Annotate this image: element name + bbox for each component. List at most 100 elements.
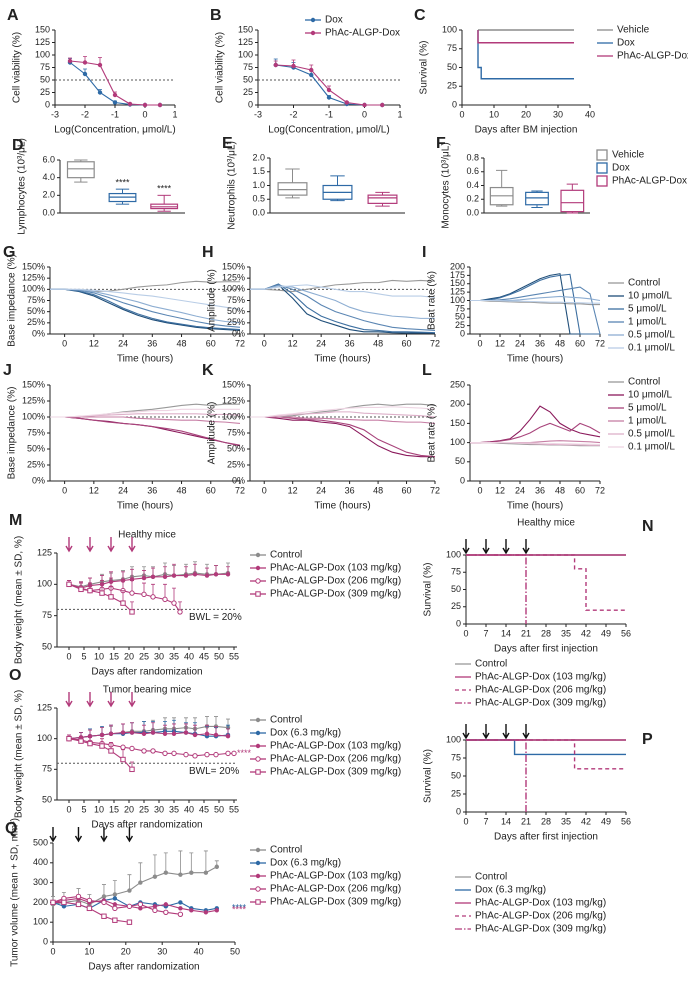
x-axis-label: Log(Concentration, μmol/L) — [54, 125, 175, 136]
data-point — [380, 102, 385, 108]
data-point — [66, 735, 72, 742]
y-tick-label: 100 — [37, 733, 52, 743]
error-bar — [178, 850, 183, 875]
data-point — [171, 750, 177, 757]
data-point — [189, 908, 194, 913]
x-tick-label: 48 — [373, 338, 383, 348]
y-tick-label: 0 — [43, 936, 48, 946]
x-tick-label: 1 — [172, 109, 177, 119]
y-tick-label: 200 — [450, 399, 465, 409]
dosing-arrow — [522, 724, 530, 740]
x-axis-label: Days after randomization — [88, 962, 199, 973]
data-point — [171, 731, 177, 736]
panel-label: G — [3, 244, 15, 261]
y-tick-label: 50 — [455, 456, 465, 466]
dosing-arrow — [462, 724, 470, 740]
y-tick-label: 0 — [45, 99, 50, 109]
y-tick-label: 25 — [40, 87, 50, 97]
legend-label: Dox — [325, 15, 343, 26]
data-point — [78, 738, 84, 744]
y-tick-label: 2.0 — [42, 190, 55, 200]
x-tick-label: 30 — [154, 651, 164, 661]
x-tick-label: 48 — [177, 485, 187, 495]
box — [525, 191, 549, 206]
data-point — [112, 902, 118, 907]
series-line — [50, 408, 240, 418]
x-tick-label: 14 — [501, 816, 511, 826]
data-point — [112, 905, 118, 912]
x-tick-label: 50 — [214, 804, 224, 814]
x-tick-label: 60 — [402, 485, 412, 495]
legend-label: Control — [270, 845, 302, 856]
panel-label: J — [3, 362, 12, 379]
data-point — [112, 92, 118, 98]
x-tick-label: -1 — [325, 109, 333, 119]
x-tick-label: 45 — [199, 804, 209, 814]
series-line — [477, 30, 574, 44]
y-axis-label: Cell viability (%) — [215, 32, 226, 103]
series-line — [50, 416, 241, 446]
data-point — [152, 907, 158, 914]
legend-label: PhAc-ALGP-Dox (206 mg/kg) — [270, 884, 401, 895]
series-line — [50, 416, 241, 424]
series-line — [470, 405, 601, 444]
y-tick-label: 150% — [222, 379, 245, 389]
legend-marker — [255, 717, 261, 723]
y-tick-label: 25% — [227, 317, 245, 327]
x-tick-label: 15 — [109, 651, 119, 661]
x-tick-label: 24 — [515, 338, 525, 348]
y-tick-label: 75% — [27, 427, 45, 437]
y-tick-label: 1.0 — [252, 180, 265, 190]
data-point — [101, 913, 107, 919]
y-tick-label: 150% — [22, 379, 45, 389]
data-point — [309, 67, 314, 73]
x-tick-label: 12 — [89, 338, 99, 348]
box — [560, 189, 585, 213]
x-tick-label: 60 — [206, 485, 216, 495]
data-point — [82, 71, 88, 77]
y-tick-label: 75% — [227, 427, 245, 437]
data-point — [150, 748, 156, 754]
y-tick-label: 125% — [222, 395, 245, 405]
series-line — [250, 416, 436, 458]
legend-marker — [255, 873, 261, 879]
data-point — [163, 902, 169, 907]
panel-label: P — [642, 731, 653, 748]
data-point — [231, 750, 237, 757]
data-point — [273, 62, 278, 68]
data-point — [101, 899, 107, 906]
legend-marker — [255, 899, 261, 905]
panel-label: D — [12, 137, 24, 154]
data-point — [108, 594, 114, 600]
panel-label: B — [210, 7, 222, 24]
legend-marker — [255, 769, 261, 775]
y-tick-label: 0% — [232, 328, 245, 338]
data-point — [183, 751, 189, 758]
y-tick-label: 500 — [33, 837, 48, 847]
x-axis-label: Time (hours) — [507, 354, 563, 365]
y-tick-label: 150% — [222, 261, 245, 271]
y-tick-label: 150 — [450, 418, 465, 428]
error-bar — [112, 880, 117, 895]
y-tick-label: 75% — [227, 295, 245, 305]
series-line — [470, 273, 600, 335]
y-tick-label: 50 — [42, 794, 52, 804]
legend-label: 0.5 μmol/L — [628, 330, 675, 341]
series-line — [466, 554, 527, 624]
dosing-arrow — [482, 539, 490, 555]
legend-label: PhAc-ALGP-Dox (206 mg/kg) — [475, 685, 606, 696]
y-tick-label: 125 — [37, 547, 52, 557]
y-tick-label: 200 — [450, 261, 465, 271]
data-point — [75, 901, 82, 908]
x-tick-label: 40 — [184, 804, 194, 814]
data-point — [162, 596, 168, 603]
data-point — [203, 910, 209, 915]
legend-label: PhAc-ALGP-Dox (103 mg/kg) — [270, 871, 401, 882]
data-point — [326, 95, 332, 100]
data-point — [344, 100, 349, 105]
y-tick-label: 100 — [35, 49, 50, 59]
series-line — [250, 411, 436, 418]
panel-label: Q — [5, 820, 17, 837]
x-tick-label: 35 — [561, 628, 571, 638]
